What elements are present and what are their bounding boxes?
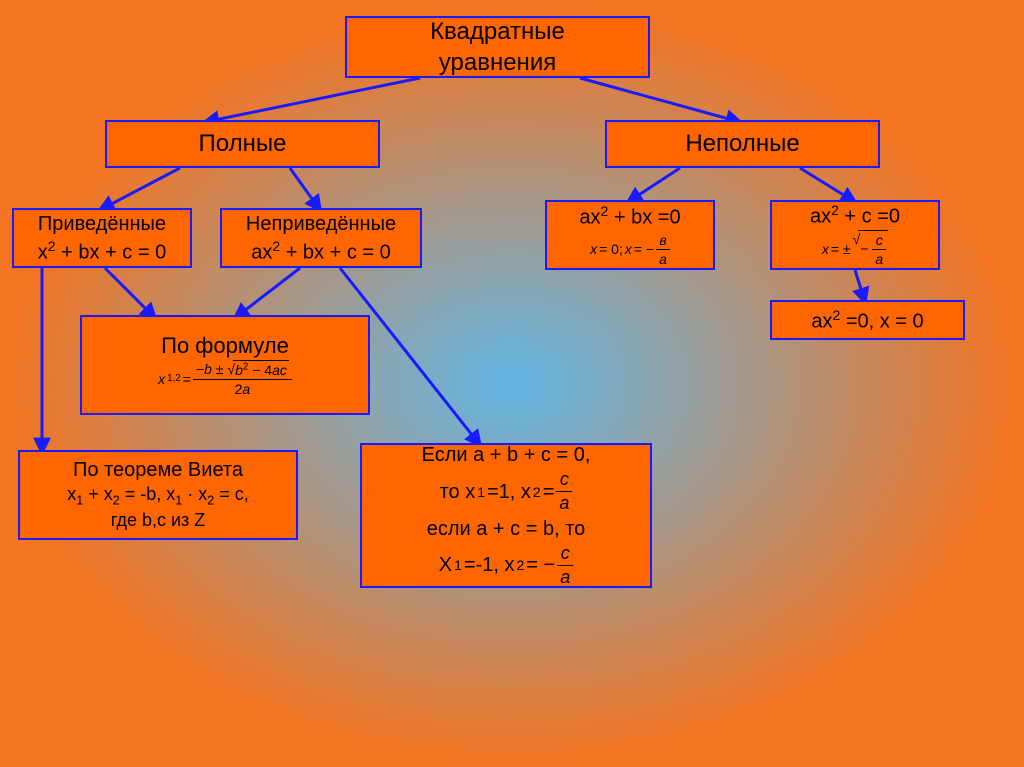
node-by_formula: По формулеx1,2 = −b ± b2 − 4ac2a xyxy=(80,315,370,415)
special-line2: то x1=1, x2= ca xyxy=(440,468,573,516)
node-nonreduced-line0: Неприведённые xyxy=(246,211,396,237)
node-reduced: Приведённыеx2 + bx + c = 0 xyxy=(12,208,192,268)
node-full-line0: Полные xyxy=(199,128,287,159)
special-line1: Если a + b + c = 0, xyxy=(422,442,591,468)
node-incomplete-line0: Неполные xyxy=(685,128,799,159)
node-vieta-line1: x1 + x2 = -b, x1 · x2 = c, xyxy=(67,483,249,509)
special-line3: если a + c = b, то xyxy=(427,516,586,542)
node-vieta-line2: где b,c из Z xyxy=(111,509,206,532)
node-inc_zero-line0: ax2 =0, x = 0 xyxy=(811,306,923,335)
node-vieta: По теореме Виетаx1 + x2 = -b, x1 · x2 = … xyxy=(18,450,298,540)
node-incomplete: Неполные xyxy=(605,120,880,168)
node-inc_bx-title: ax2 + bx =0 xyxy=(579,202,680,231)
special-line4: X1=-1, x2= − ca xyxy=(439,542,573,590)
node-special: Если a + b + c = 0,то x1=1, x2= caесли a… xyxy=(360,443,652,588)
node-by_formula-formula: x1,2 = −b ± b2 − 4ac2a xyxy=(158,360,292,398)
node-reduced-line0: Приведённые xyxy=(38,211,166,237)
node-by_formula-title: По формуле xyxy=(161,332,289,361)
node-inc_bx: ax2 + bx =0x = 0; x = − вa xyxy=(545,200,715,270)
node-root-line1: уравнения xyxy=(439,47,556,78)
node-nonreduced: Неприведённыеax2 + bx + c = 0 xyxy=(220,208,422,268)
node-full: Полные xyxy=(105,120,380,168)
node-inc_c-formula: x = ± − ca xyxy=(822,230,888,268)
node-root: Квадратныеуравнения xyxy=(345,16,650,78)
node-root-line0: Квадратные xyxy=(430,16,565,47)
node-reduced-line1: x2 + bx + c = 0 xyxy=(38,237,166,266)
node-inc_zero: ax2 =0, x = 0 xyxy=(770,300,965,340)
diagram-canvas: Квадратныеуравнения Полные Неполные Приведё… xyxy=(0,0,1024,767)
node-inc_bx-formula: x = 0; x = − вa xyxy=(590,231,670,268)
node-inc_c: ax2 + c =0x = ± − ca xyxy=(770,200,940,270)
node-vieta-line0: По теореме Виета xyxy=(73,457,243,483)
node-nonreduced-line1: ax2 + bx + c = 0 xyxy=(251,237,391,266)
node-inc_c-title: ax2 + c =0 xyxy=(810,201,900,230)
